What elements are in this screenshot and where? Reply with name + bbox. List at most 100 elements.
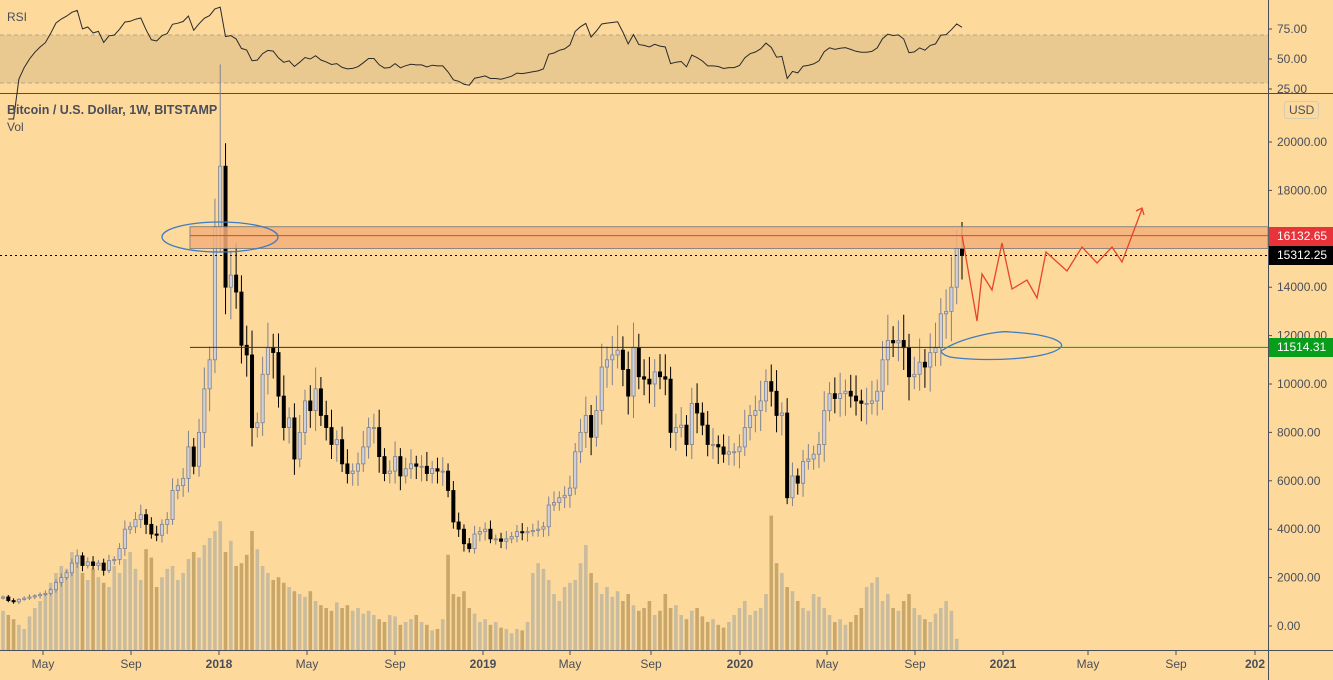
volume-bar [695,608,699,650]
candle [816,444,821,455]
volume-bar [456,596,461,650]
volume-bar [64,568,69,650]
volume-bar [684,619,689,650]
volume-bar [949,610,954,650]
volume-bar [880,601,885,650]
volume-bar [541,568,546,650]
volume-bar [467,608,472,650]
candle [440,470,445,473]
volume-bar [398,624,403,650]
volume-bar [255,549,260,650]
volume-bar [181,573,185,650]
volume-bar [244,554,249,650]
volume-bar [387,615,392,650]
candle [922,361,927,368]
candle [954,248,959,288]
volume-bar [6,615,11,650]
volume-bar [356,608,360,650]
volume-bar [80,573,85,650]
candle [838,393,843,399]
volume-bar [239,563,244,650]
volume-bar [875,577,880,650]
volume-bar [54,573,58,650]
volume-bar [912,608,917,650]
support-price-tag: 11514.31 [1269,338,1333,358]
candle [11,600,16,603]
volume-bar [870,582,874,650]
candle [165,519,170,525]
candle [710,444,715,446]
candle [790,475,795,499]
volume-bar [652,615,657,650]
x-tick-label: Sep [1165,657,1187,671]
x-tick-label: 202 [1245,657,1265,671]
volume-bar [234,566,238,650]
volume-bar [939,608,943,650]
candle [848,390,853,397]
candle [472,533,477,549]
x-tick-label: 2018 [206,657,233,671]
volume-bar [414,615,419,650]
candle [695,402,700,414]
y-tick-label: 18000.00 [1277,183,1327,197]
volume-bar [711,619,715,650]
volume-bar [154,587,159,650]
volume-bar [886,594,890,650]
volume-bar [901,601,906,650]
candle [154,533,159,536]
volume-bar [191,552,196,650]
x-tick-label: 2021 [990,657,1017,671]
candle [589,415,594,438]
candle [75,555,80,564]
candle [546,504,551,528]
volume-bar [742,601,747,650]
volume-bar [483,619,487,650]
candle [610,354,615,361]
volume-bar [160,577,164,650]
volume-bar [896,610,901,650]
volume-bar [117,573,122,650]
volume-bar [149,557,154,650]
candle [159,523,164,536]
candle [779,412,784,416]
volume-bar [1,610,5,650]
candle [530,530,535,533]
symbol-title[interactable]: Bitcoin / U.S. Dollar, 1W, BITSTAMP [7,103,218,117]
candle [514,531,519,537]
candle [605,359,610,368]
x-tick-label: May [32,657,55,671]
candle [705,424,710,445]
candle [308,400,313,412]
volume-bar [403,622,408,650]
volume-bar [493,622,498,650]
candle [763,381,768,402]
candle [414,463,419,467]
volume-bar [340,608,344,650]
volume-bar [737,608,742,650]
volume-bar [891,608,895,650]
candle [928,352,933,368]
volume-bar [584,545,588,650]
candle [456,521,461,530]
candle [16,598,21,603]
candle [748,415,753,428]
volume-bar [859,608,864,650]
volume-bar [38,601,42,650]
volume-bar [605,587,609,650]
volume-bar [817,596,821,650]
candle [811,453,816,460]
currency-button[interactable]: USD [1284,101,1320,119]
candle [260,373,265,424]
candle [271,347,276,353]
volume-bar [382,622,387,650]
candle [822,410,827,445]
candle [191,446,196,467]
candle [938,313,943,349]
candle [27,596,32,599]
volume-bar [848,622,853,650]
candle [292,417,297,460]
last-price-tag: 15312.25 [1269,246,1333,266]
candle [525,531,530,534]
